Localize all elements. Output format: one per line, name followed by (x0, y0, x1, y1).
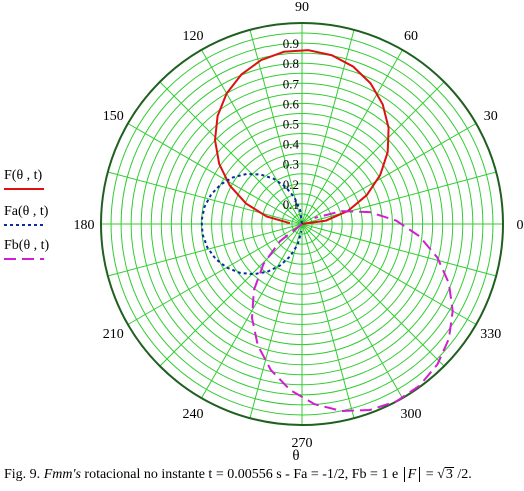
angle-tick-label: 180 (74, 218, 95, 233)
angle-tick-label: 90 (295, 0, 309, 15)
grid-circle (180, 102, 424, 346)
angle-tick-label: 330 (480, 327, 501, 342)
angle-tick-label: 120 (183, 29, 204, 44)
figure-caption: Fig. 9. Fmm's rotacional no instante t =… (4, 467, 524, 483)
radial-tick-label: 0.2 (283, 177, 299, 192)
grid-circle (190, 112, 414, 336)
legend-label: Fa(θ , t) (4, 204, 49, 219)
radial-tick-label: 0.9 (283, 36, 299, 51)
grid-circle (231, 153, 373, 295)
caption-text: rotacional no instante t = 0.00556 s - F… (80, 467, 402, 482)
caption-sqrt: √3 (437, 467, 454, 482)
legend-label: Fb(θ , t) (4, 238, 50, 253)
caption-radicand: 3 (444, 467, 454, 482)
caption-prefix: Fig. 9. (4, 467, 44, 482)
angle-tick-label: 210 (103, 327, 124, 342)
grid-circle (170, 92, 434, 356)
angle-tick-label: 270 (292, 436, 313, 451)
grid-circle (221, 143, 383, 305)
x-axis-label: θ (292, 448, 299, 464)
angle-tick-label: 240 (183, 407, 204, 422)
grid-circle (150, 72, 454, 376)
angle-tick-label: 60 (404, 29, 418, 44)
grid-circle (160, 82, 444, 366)
angle-tick-labels: 0 30 60 90 120 150 180 210 240 270 300 330 (74, 0, 524, 451)
caption-abs-symbol: F (403, 467, 421, 482)
radial-tick-label: 0.8 (283, 56, 299, 71)
radial-tick-label: 0.3 (283, 157, 299, 172)
grid-circle (130, 52, 474, 396)
grid-circle (251, 173, 353, 275)
angle-tick-label: 150 (103, 109, 124, 124)
grid-circle (110, 32, 494, 416)
caption-italic: Fmm's (43, 467, 81, 482)
radial-tick-label: 0.4 (283, 137, 300, 152)
grid-circle (261, 183, 343, 265)
angle-tick-label: 0 (517, 218, 524, 233)
grid-circle (241, 163, 363, 285)
grid-circle (291, 213, 313, 235)
grid-circle (271, 193, 333, 255)
legend-label: F(θ , t) (4, 168, 43, 183)
caption-suffix: /2. (453, 467, 472, 482)
series-line-3 (250, 210, 454, 413)
legend: F(θ , t) Fa(θ , t) Fb(θ , t) (4, 168, 50, 260)
grid-circle (211, 133, 393, 315)
radial-tick-label: 0.7 (283, 76, 300, 91)
radial-tick-label: 0.5 (283, 117, 299, 132)
angle-tick-label: 300 (401, 407, 422, 422)
grid-circle (120, 42, 484, 406)
caption-equals: = (422, 467, 438, 482)
radial-tick-label: 0.6 (283, 96, 300, 111)
polar-chart: 0.10.20.30.40.50.60.70.80.9 030609012015… (4, 0, 524, 464)
radial-tick-labels: 0.10.20.30.40.50.60.70.80.9 (283, 36, 300, 212)
grid-circle (140, 62, 464, 386)
series-layer (200, 49, 454, 413)
angle-tick-label: 30 (484, 109, 498, 124)
grid-circle (281, 203, 323, 245)
series-line-1 (213, 49, 390, 225)
plot-boundary (100, 22, 504, 426)
